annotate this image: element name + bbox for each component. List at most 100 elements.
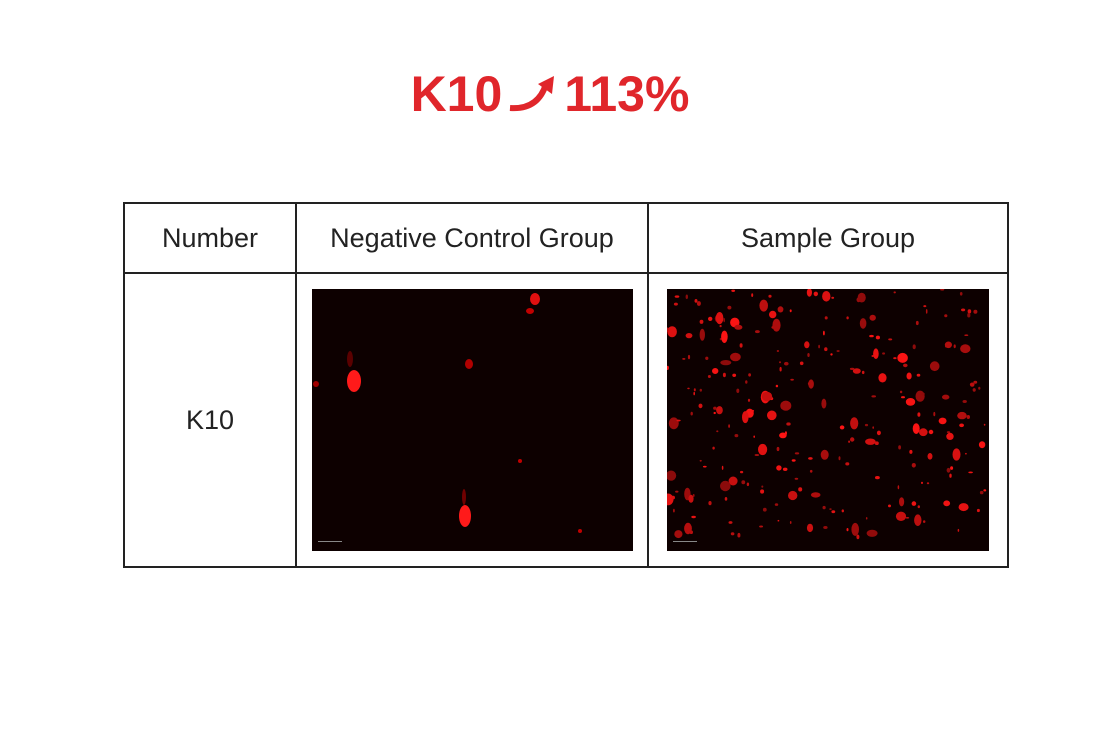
speckle [959, 292, 963, 296]
speckle [746, 482, 750, 487]
speckle [806, 289, 812, 297]
speckle [969, 382, 975, 387]
speckle [721, 465, 724, 470]
speckle [841, 509, 844, 513]
speckle [699, 328, 705, 341]
speckle [866, 529, 878, 537]
speckle [925, 309, 928, 314]
speckle [724, 497, 728, 501]
speckle [849, 367, 855, 370]
speckle [740, 470, 744, 474]
speckle [751, 293, 754, 297]
header-cell: Negative Control Group [295, 202, 649, 274]
speckle [758, 443, 768, 456]
speckle [888, 338, 893, 341]
speckle [850, 437, 855, 442]
speckle [794, 452, 800, 455]
speckle [962, 400, 967, 403]
results-table: Number Negative Control Group Sample Gro… [123, 202, 1009, 568]
speckle [809, 469, 813, 473]
speckle [878, 373, 887, 383]
speckle [667, 329, 673, 333]
speckle [693, 391, 695, 396]
speckle [912, 423, 920, 434]
speckle [933, 411, 936, 417]
speckle [687, 387, 690, 390]
speckle [673, 302, 678, 306]
speckle [949, 473, 952, 478]
speckle [926, 482, 930, 485]
speckle [919, 428, 928, 437]
speckle [798, 487, 803, 492]
speckle [685, 294, 688, 300]
title-label: K10 [410, 66, 503, 122]
speckle [799, 361, 804, 366]
speckle [694, 299, 698, 303]
speckle [747, 398, 751, 402]
speckle [946, 434, 950, 437]
speckle [823, 526, 828, 529]
speckle [702, 465, 707, 468]
speckle [693, 388, 696, 392]
fluorescence-image [311, 289, 633, 551]
speckle [979, 490, 984, 495]
speckle [944, 314, 948, 318]
speckle [761, 391, 773, 402]
speckle [774, 503, 779, 506]
speckle [973, 380, 978, 384]
image-cell [647, 272, 1009, 568]
speckle [888, 504, 891, 508]
speckle [983, 423, 986, 426]
speckle [734, 324, 743, 330]
speckle [716, 430, 719, 433]
speckle [667, 470, 677, 481]
speckle [769, 310, 777, 319]
speckle [823, 330, 825, 336]
speckle [857, 292, 866, 303]
speckle [865, 438, 876, 445]
speckle [856, 534, 860, 540]
speckle [946, 431, 951, 433]
speckle [784, 431, 787, 436]
speckle [967, 309, 972, 314]
speckle [713, 411, 716, 415]
speckle [851, 522, 859, 536]
speckle [983, 489, 987, 492]
speckle [784, 361, 789, 366]
speckle [864, 423, 869, 427]
speckle [716, 406, 723, 415]
speckle [759, 525, 764, 528]
speckle [836, 350, 840, 352]
speckle [731, 289, 736, 292]
speckle [762, 507, 767, 512]
speckle [719, 324, 722, 328]
speckle [929, 361, 940, 372]
speckle [728, 424, 730, 428]
speckle [767, 410, 777, 421]
speckle [909, 449, 913, 454]
speckle [966, 415, 970, 419]
speckle [822, 505, 826, 510]
speckle [794, 477, 799, 480]
title-value: 113% [564, 66, 690, 122]
speckle [820, 449, 829, 460]
speckle [776, 465, 782, 471]
speckle [676, 419, 681, 422]
speckle [869, 314, 876, 321]
speckle [882, 352, 886, 355]
speckle [899, 390, 903, 394]
speckle [810, 492, 821, 498]
speckle [739, 343, 743, 348]
speckle [906, 372, 912, 380]
speckle [928, 429, 934, 435]
speckle [965, 452, 967, 455]
speckle [698, 403, 703, 409]
speckle [872, 426, 874, 429]
speckle [674, 530, 683, 539]
speckle [786, 422, 791, 426]
speckle [944, 341, 952, 349]
speckle [921, 392, 925, 396]
header-cell: Sample Group [647, 202, 1009, 274]
speckle [741, 480, 746, 485]
